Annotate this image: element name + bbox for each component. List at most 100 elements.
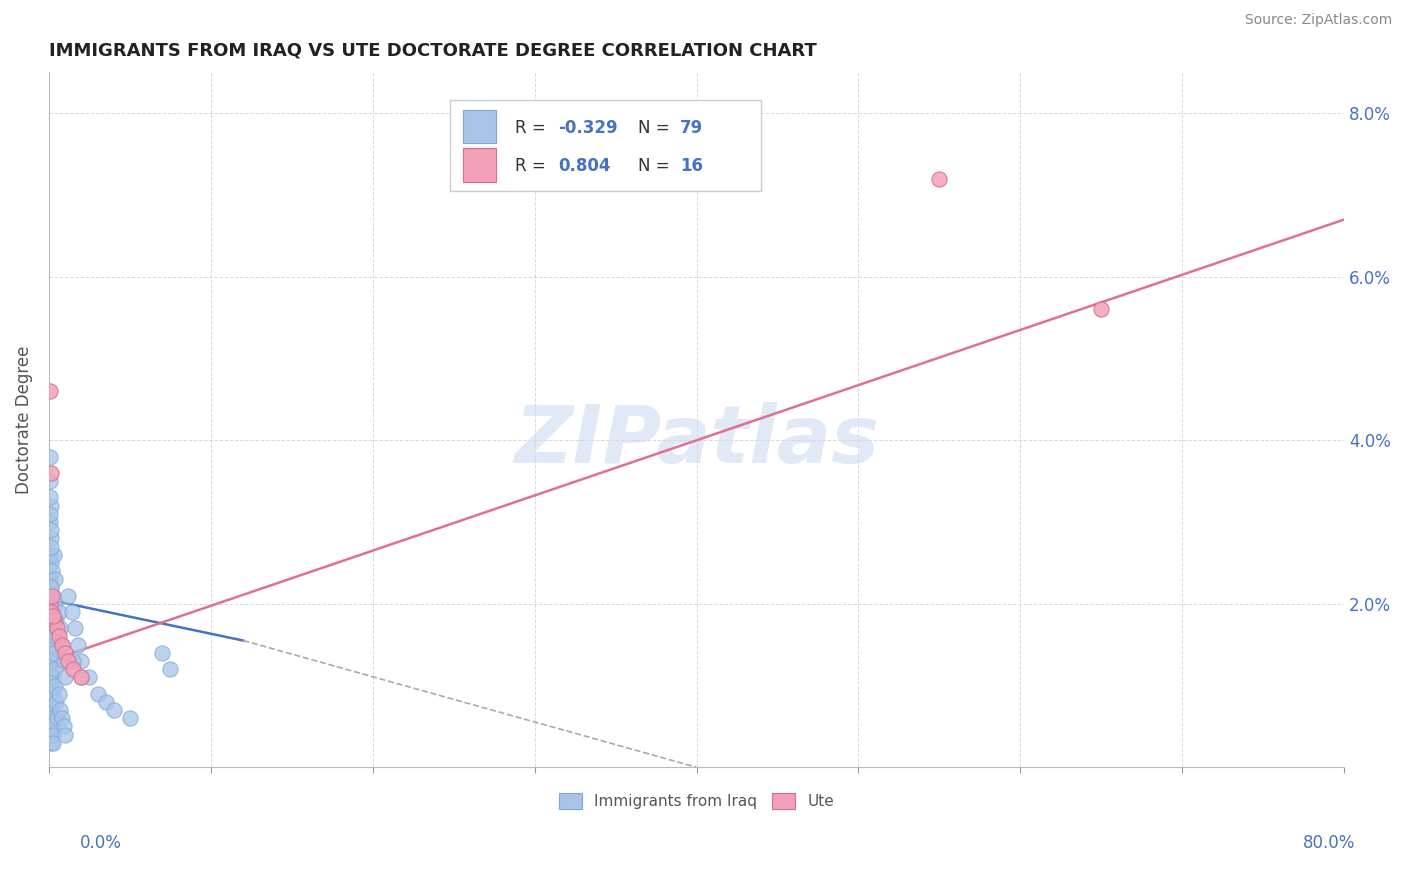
Point (58, 654, 80, 668)
Point (45, 613, 67, 627)
Point (150, 646, 173, 660)
Point (48, 605, 70, 619)
Point (86, 687, 108, 701)
Point (41, 556, 63, 570)
Point (67, 638, 90, 652)
Point (94, 695, 117, 709)
Point (41, 719, 63, 733)
Point (41, 670, 63, 684)
Point (79, 670, 101, 684)
Point (41, 581, 63, 595)
Point (60, 605, 83, 619)
Point (49, 621, 72, 635)
Text: N =: N = (638, 119, 675, 137)
Text: ZIPatlas: ZIPatlas (515, 401, 879, 480)
Point (39, 630, 62, 644)
Point (39, 540, 62, 554)
Point (62, 654, 84, 668)
Point (39, 581, 62, 595)
Point (38, 450, 60, 464)
Text: Source: ZipAtlas.com: Source: ZipAtlas.com (1244, 13, 1392, 28)
Point (44, 572, 66, 586)
FancyBboxPatch shape (450, 100, 761, 191)
Point (42, 609, 65, 624)
Point (70, 670, 93, 684)
Point (39, 638, 62, 652)
Point (41, 466, 63, 480)
Point (49, 703, 72, 717)
Point (41, 589, 63, 603)
Point (41, 589, 63, 603)
Point (46, 621, 69, 635)
Point (42, 736, 65, 750)
Point (41, 654, 63, 668)
Point (52, 654, 75, 668)
Point (39, 646, 62, 660)
Point (39, 605, 62, 619)
Text: 80.0%: 80.0% (1302, 834, 1355, 852)
Point (53, 646, 76, 660)
Point (39, 736, 62, 750)
Text: R =: R = (515, 157, 551, 175)
Text: IMMIGRANTS FROM IRAQ VS UTE DOCTORATE DEGREE CORRELATION CHART: IMMIGRANTS FROM IRAQ VS UTE DOCTORATE DE… (49, 42, 817, 60)
Point (39, 491, 62, 505)
Point (44, 597, 66, 611)
Point (41, 727, 63, 741)
Point (39, 679, 62, 693)
Point (45, 695, 67, 709)
Point (39, 654, 62, 668)
Point (159, 662, 181, 676)
Point (46, 630, 69, 644)
Point (39, 523, 62, 537)
Point (39, 719, 62, 733)
Point (38, 384, 60, 399)
Text: 0.804: 0.804 (558, 157, 610, 175)
Point (42, 646, 65, 660)
Point (41, 597, 63, 611)
Point (70, 654, 93, 668)
Point (42, 548, 65, 562)
Point (46, 711, 69, 725)
Point (51, 638, 73, 652)
Point (38, 687, 60, 701)
Text: 79: 79 (679, 119, 703, 137)
Point (48, 630, 70, 644)
Point (70, 670, 93, 684)
Text: 16: 16 (679, 157, 703, 175)
Point (41, 638, 63, 652)
Point (63, 621, 86, 635)
Point (38, 474, 60, 488)
Point (62, 662, 84, 676)
Point (39, 695, 62, 709)
Point (103, 703, 125, 717)
Point (118, 711, 141, 725)
Point (928, 171, 950, 186)
Point (58, 589, 80, 603)
FancyBboxPatch shape (464, 110, 496, 144)
Point (38, 597, 60, 611)
Point (39, 589, 62, 603)
Point (39, 727, 62, 741)
Point (53, 727, 76, 741)
Point (41, 703, 63, 717)
Point (39, 515, 62, 529)
Point (38, 670, 60, 684)
Point (41, 711, 63, 725)
Point (44, 679, 66, 693)
Point (39, 507, 62, 521)
Point (51, 638, 73, 652)
Point (41, 564, 63, 578)
Point (53, 670, 76, 684)
Point (39, 613, 62, 627)
Point (1090, 302, 1112, 317)
Point (42, 605, 65, 619)
Point (38, 548, 60, 562)
Point (42, 687, 65, 701)
Text: R =: R = (515, 119, 551, 137)
Point (44, 662, 66, 676)
Point (39, 597, 62, 611)
Y-axis label: Doctorate Degree: Doctorate Degree (15, 346, 32, 494)
Point (39, 499, 62, 513)
Point (52, 719, 75, 733)
Point (51, 711, 73, 725)
